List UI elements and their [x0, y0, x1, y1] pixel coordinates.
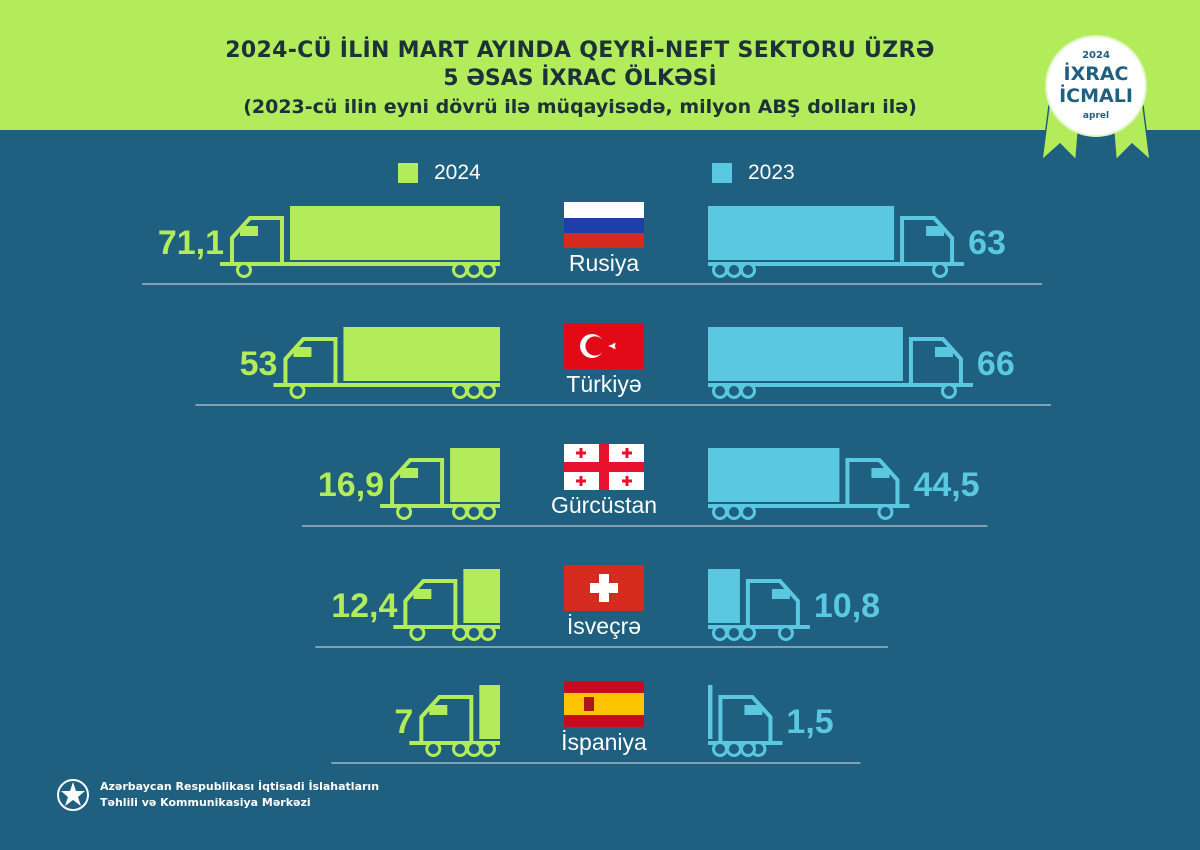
bar-2024-0 [220, 206, 500, 278]
flag-ge-icon [564, 444, 644, 490]
flag-ch-icon [564, 565, 644, 611]
chart-title: 2024-CÜ İLİN MART AYINDA QEYRİ-NEFT SEKT… [225, 38, 935, 63]
bar-2023-4 [708, 685, 783, 757]
value-2023-0: 63 [968, 224, 1006, 262]
legend-swatch-2024 [398, 163, 418, 183]
legend-label-2024: 2024 [434, 161, 481, 184]
legend-swatch-2023 [712, 163, 732, 183]
footer-line1: Azərbaycan Respublikası İqtisadi İslahat… [100, 780, 380, 793]
value-2023-1: 66 [976, 345, 1015, 383]
bar-2024-3 [393, 569, 500, 641]
category-label-3: İsveçrə [566, 613, 642, 639]
bar-2023-2 [708, 448, 910, 520]
bar-2023-1 [708, 327, 973, 399]
value-2024-4: 7 [394, 703, 414, 741]
flag-tr-icon [564, 323, 644, 369]
bar-2024-1 [273, 327, 500, 399]
badge-line1: İXRAC [1064, 61, 1129, 85]
value-2024-3: 12,4 [331, 587, 398, 625]
bar-2024-2 [380, 448, 500, 520]
footer: Azərbaycan Respublikası İqtisadi İslahat… [56, 775, 379, 815]
value-2023-3: 10,8 [813, 587, 881, 625]
category-label-0: Rusiya [568, 250, 640, 276]
value-2023-4: 1,5 [786, 703, 834, 741]
legend-item-2024: 2024 [398, 158, 481, 188]
bar-2023-0 [708, 206, 965, 278]
ixrac-icmali-badge: 2024 İXRAC İCMALI aprel [1040, 35, 1152, 162]
value-2024-1: 53 [239, 345, 278, 383]
flag-ru-icon [564, 202, 644, 248]
header-band: 2024-CÜ İLİN MART AYINDA QEYRİ-NEFT SEKT… [0, 0, 1200, 130]
bar-2023-3 [708, 569, 810, 641]
value-2023-2: 44,5 [913, 466, 980, 504]
value-2024-0: 71,1 [157, 224, 224, 262]
flag-es-icon [564, 681, 644, 727]
chart-title-line2: 5 ƏSAS İXRAC ÖLKƏSİ [443, 66, 717, 91]
category-label-2: Gürcüstan [550, 492, 658, 518]
chart-subtitle: (2023-cü ilin eyni dövrü ilə müqayisədə,… [243, 96, 917, 118]
value-2024-2: 16,9 [317, 466, 385, 504]
bar-2024-4 [409, 685, 500, 757]
badge-year: 2024 [1082, 50, 1110, 61]
legend-item-2023: 2023 [712, 158, 795, 188]
legend-label-2023: 2023 [748, 161, 795, 184]
category-label-4: İspaniya [561, 729, 647, 755]
emblem-icon [57, 779, 89, 811]
category-label-1: Türkiyə [566, 371, 642, 397]
footer-line2: Təhlili və Kommunikasiya Mərkəzi [100, 796, 311, 809]
badge-line2: İCMALI [1059, 83, 1133, 107]
badge-month: aprel [1083, 111, 1109, 121]
